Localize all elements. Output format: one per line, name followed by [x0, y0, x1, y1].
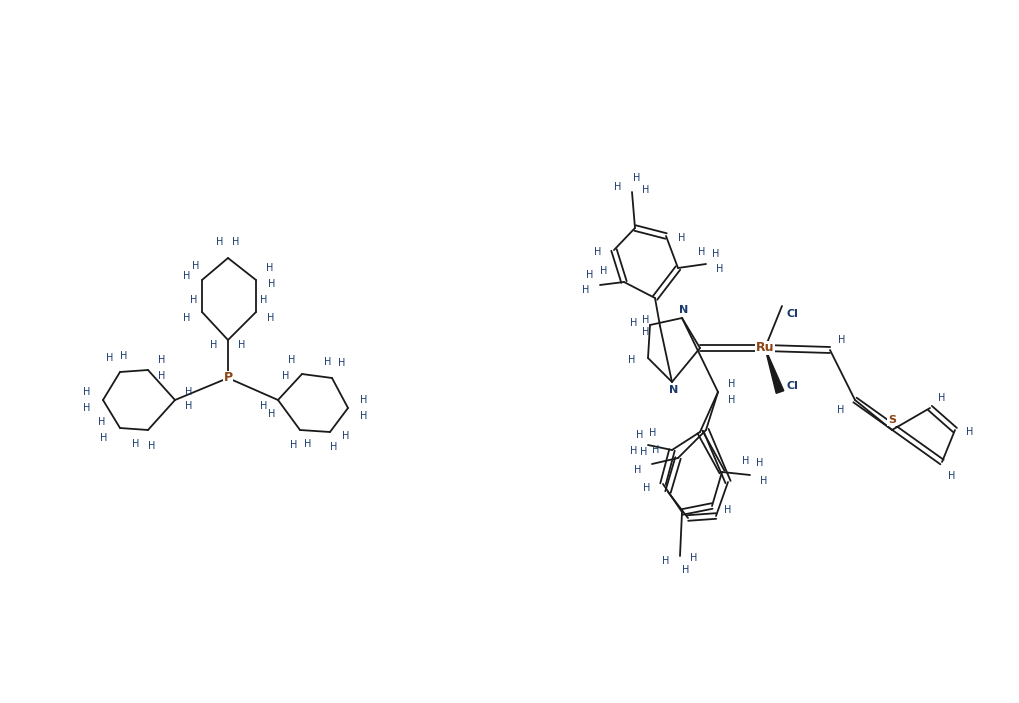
- Text: H: H: [642, 327, 649, 337]
- Text: H: H: [232, 237, 239, 247]
- Text: H: H: [628, 355, 635, 365]
- Text: H: H: [586, 270, 593, 280]
- Text: N: N: [679, 305, 688, 315]
- Text: H: H: [837, 405, 844, 415]
- Text: H: H: [682, 565, 689, 575]
- Text: H: H: [282, 371, 289, 381]
- Text: H: H: [191, 295, 198, 305]
- Text: H: H: [158, 355, 165, 365]
- Text: H: H: [360, 395, 367, 405]
- Text: H: H: [723, 505, 731, 515]
- Text: H: H: [965, 427, 973, 437]
- Text: H: H: [193, 261, 200, 271]
- Text: H: H: [304, 439, 312, 449]
- Text: H: H: [728, 395, 735, 405]
- Text: H: H: [183, 313, 191, 323]
- Text: H: H: [238, 340, 246, 350]
- Text: H: H: [630, 318, 637, 328]
- Text: H: H: [288, 355, 296, 365]
- Text: H: H: [260, 401, 267, 411]
- Text: H: H: [661, 556, 669, 566]
- Text: H: H: [148, 441, 156, 451]
- Text: H: H: [636, 430, 643, 440]
- Text: H: H: [642, 185, 649, 195]
- Text: H: H: [266, 263, 273, 273]
- Text: H: H: [268, 409, 275, 419]
- Text: H: H: [755, 458, 763, 468]
- Text: H: H: [759, 476, 767, 486]
- Text: H: H: [185, 387, 193, 397]
- Text: H: H: [698, 247, 705, 257]
- Text: H: H: [260, 295, 267, 305]
- Text: H: H: [158, 371, 165, 381]
- Text: H: H: [360, 411, 367, 421]
- Text: N: N: [668, 385, 678, 395]
- Text: H: H: [330, 442, 337, 452]
- Text: S: S: [888, 415, 895, 425]
- Text: Cl: Cl: [786, 381, 797, 391]
- Text: H: H: [342, 431, 350, 441]
- Text: H: H: [643, 483, 650, 493]
- Text: H: H: [185, 401, 193, 411]
- Text: H: H: [100, 433, 108, 443]
- Text: Cl: Cl: [786, 309, 797, 319]
- Text: H: H: [268, 279, 275, 289]
- Text: H: H: [600, 266, 607, 276]
- Text: H: H: [678, 233, 685, 243]
- Text: H: H: [267, 313, 274, 323]
- Text: H: H: [649, 428, 656, 438]
- Text: H: H: [338, 358, 345, 368]
- Text: H: H: [630, 446, 637, 456]
- Text: H: H: [216, 237, 223, 247]
- Text: H: H: [715, 264, 722, 274]
- Text: H: H: [937, 393, 945, 403]
- Text: H: H: [594, 247, 601, 257]
- Text: H: H: [210, 340, 217, 350]
- Text: H: H: [728, 379, 735, 389]
- Text: H: H: [690, 553, 697, 563]
- Polygon shape: [764, 348, 783, 393]
- Text: H: H: [84, 403, 91, 413]
- Text: Ru: Ru: [755, 342, 773, 354]
- Text: H: H: [120, 351, 127, 361]
- Text: H: H: [290, 440, 298, 450]
- Text: H: H: [640, 447, 647, 457]
- Text: H: H: [183, 271, 191, 281]
- Text: H: H: [642, 315, 649, 325]
- Text: H: H: [132, 439, 140, 449]
- Text: H: H: [838, 335, 845, 345]
- Text: P: P: [223, 371, 232, 385]
- Text: H: H: [948, 471, 955, 481]
- Text: H: H: [633, 173, 640, 183]
- Text: H: H: [634, 465, 641, 475]
- Text: H: H: [582, 285, 589, 295]
- Text: H: H: [106, 353, 113, 363]
- Text: H: H: [324, 357, 331, 367]
- Text: H: H: [652, 445, 659, 455]
- Text: H: H: [711, 249, 719, 259]
- Text: H: H: [84, 387, 91, 397]
- Text: H: H: [613, 182, 621, 192]
- Text: H: H: [98, 417, 106, 427]
- Text: H: H: [742, 456, 749, 466]
